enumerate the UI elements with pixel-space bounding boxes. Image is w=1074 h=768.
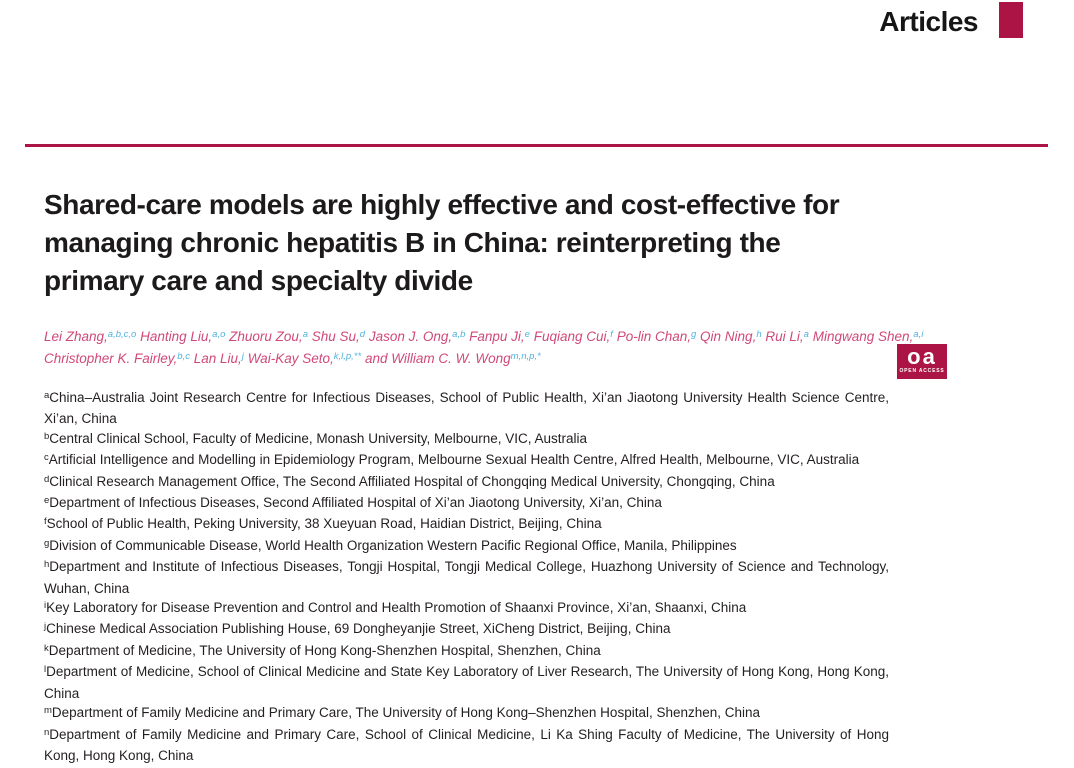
title-line: Shared-care models are highly effective … (44, 189, 840, 220)
title-line: managing chronic hepatitis B in China: r… (44, 227, 781, 258)
corner-square-decoration (999, 2, 1023, 38)
paper-title: Shared-care models are highly effective … (44, 186, 964, 300)
author-affiliation-superscript: a,b,c,o (107, 329, 137, 340)
affiliation-text: Artificial Intelligence and Modelling in… (48, 452, 860, 468)
author-name: Shu Su, (311, 329, 360, 344)
affiliation-letter: g (44, 537, 50, 549)
author-name: Fanpu Ji, (469, 329, 525, 344)
affiliation-entry: fSchool of Public Health, Peking Univers… (44, 514, 889, 535)
author-name: Hanting Liu, (140, 329, 213, 344)
author-affiliation-superscript: a,b (452, 329, 466, 340)
author-affiliation-superscript: f (610, 329, 613, 340)
affiliation-entry: eDepartment of Infectious Diseases, Seco… (44, 493, 889, 514)
affiliation-text: Department of Family Medicine and Primar… (51, 705, 761, 721)
affiliation-text: School of Public Health, Peking Universi… (46, 516, 602, 532)
author-name: and William C. W. Wong (364, 350, 511, 366)
affiliation-text: Department of Medicine, The University o… (48, 642, 601, 658)
author-line-2: Christopher K. Fairley,b,c Lan Liu,j Wai… (44, 349, 904, 371)
author-affiliation-superscript: h (756, 329, 762, 340)
affiliation-entry: dClinical Research Management Office, Th… (44, 472, 889, 493)
affiliation-letter: m (44, 705, 52, 717)
affiliation-letter: h (44, 559, 50, 571)
affiliation-letter: k (44, 642, 49, 654)
author-name: Jason J. Ong, (368, 329, 453, 344)
affiliation-entry: kDepartment of Medicine, The University … (44, 641, 889, 662)
author-affiliation-superscript: j (241, 350, 244, 362)
affiliation-entry: hDepartment and Institute of Infectious … (44, 557, 889, 598)
author-affiliation-superscript: a (803, 329, 809, 340)
author-name: Po-lin Chan, (616, 329, 691, 344)
affiliation-text: Department of Infectious Diseases, Secon… (49, 495, 662, 511)
author-name: Lei Zhang, (44, 329, 108, 344)
author-name: Christopher K. Fairley, (44, 350, 178, 366)
author-affiliation-superscript: m,n,p,* (510, 350, 541, 362)
affiliation-entry: iKey Laboratory for Disease Prevention a… (44, 598, 889, 619)
affiliation-letter: c (44, 452, 49, 464)
author-affiliation-superscript: e (524, 329, 530, 340)
affiliation-text: Central Clinical School, Faculty of Medi… (49, 430, 588, 446)
open-access-label: OPEN ACCESS (899, 368, 945, 374)
affiliation-entry: jChinese Medical Association Publishing … (44, 619, 889, 640)
affiliation-list: aChina–Australia Joint Research Centre f… (44, 388, 889, 765)
affiliation-entry: aChina–Australia Joint Research Centre f… (44, 388, 889, 429)
author-affiliation-superscript: k,l,p,** (333, 350, 362, 362)
affiliation-entry: gDivision of Communicable Disease, World… (44, 536, 889, 557)
affiliation-text: Key Laboratory for Disease Prevention an… (46, 600, 747, 616)
affiliation-text: Clinical Research Management Office, The… (49, 473, 775, 489)
affiliation-entry: nDepartment of Family Medicine and Prima… (44, 725, 889, 766)
author-name: Mingwang Shen, (812, 329, 914, 344)
affiliation-letter: l (44, 664, 47, 676)
affiliation-text: China–Australia Joint Research Centre fo… (44, 390, 889, 427)
affiliation-letter: e (44, 495, 50, 507)
title-line: primary care and specialty divide (44, 265, 473, 296)
affiliation-letter: d (44, 473, 50, 485)
author-affiliation-superscript: g (690, 329, 697, 340)
affiliation-text: Chinese Medical Association Publishing H… (46, 621, 671, 637)
author-affiliation-superscript: a,o (212, 329, 226, 340)
author-affiliation-superscript: a (302, 329, 308, 340)
section-header-articles: Articles (879, 6, 978, 37)
open-access-badge: oa OPEN ACCESS (897, 344, 947, 379)
author-name: Fuqiang Cui, (533, 329, 611, 344)
affiliation-entry: bCentral Clinical School, Faculty of Med… (44, 429, 889, 450)
affiliation-text: Division of Communicable Disease, World … (49, 537, 737, 553)
header-divider-rule (25, 144, 1048, 147)
affiliation-letter: f (44, 516, 47, 528)
affiliation-letter: a (44, 390, 50, 401)
affiliation-entry: mDepartment of Family Medicine and Prima… (44, 703, 889, 724)
open-access-abbr: oa (907, 344, 937, 369)
author-affiliation-superscript: b,c (177, 350, 190, 362)
affiliation-entry: cArtificial Intelligence and Modelling i… (44, 450, 889, 471)
affiliation-letter: j (44, 621, 47, 633)
affiliation-text: Department and Institute of Infectious D… (44, 559, 889, 596)
author-list: Lei Zhang,a,b,c,o Hanting Liu,a,o Zhuoru… (44, 327, 923, 371)
affiliation-text: Department of Medicine, School of Clinic… (44, 664, 889, 701)
author-line-1: Lei Zhang,a,b,c,o Hanting Liu,a,o Zhuoru… (44, 327, 923, 349)
affiliation-letter: i (44, 600, 47, 612)
affiliation-text: Department of Family Medicine and Primar… (44, 726, 889, 763)
affiliation-letter: n (44, 726, 50, 738)
author-name: Qin Ning, (700, 329, 757, 344)
affiliation-entry: lDepartment of Medicine, School of Clini… (44, 662, 889, 703)
author-affiliation-superscript: d (359, 329, 366, 340)
author-affiliation-superscript: a,i (913, 329, 924, 340)
author-name: Zhuoru Zou, (229, 329, 303, 344)
author-name: Lan Liu, (193, 350, 242, 366)
affiliation-letter: b (44, 430, 50, 442)
author-name: Wai-Kay Seto, (247, 350, 334, 366)
author-name: Rui Li, (765, 329, 804, 344)
